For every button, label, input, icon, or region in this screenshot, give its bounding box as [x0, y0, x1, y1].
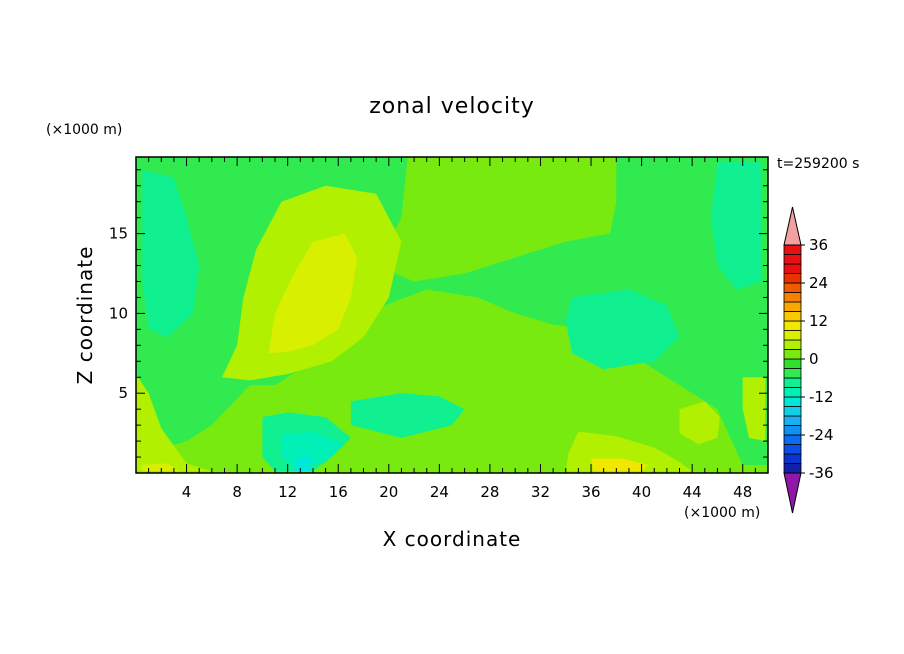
colorbar: 36 24 12 0 -12 -24 -36	[783, 206, 834, 514]
y-tick-label: 15	[109, 225, 128, 243]
x-tick-label: 44	[683, 483, 702, 501]
colorbar-swatch	[783, 339, 802, 350]
x-tick-label: 32	[531, 483, 550, 501]
contour-region-13	[679, 401, 720, 445]
x-tick-label: 24	[430, 483, 449, 501]
colorbar-swatch	[783, 453, 802, 464]
contour-region-4	[711, 161, 762, 290]
x-unit-label: (×1000 m)	[684, 505, 760, 521]
x-tick-label: 28	[480, 483, 499, 501]
colorbar-swatch	[783, 396, 802, 407]
contour-region-5	[565, 289, 680, 370]
colorbar-swatch	[783, 254, 802, 265]
colorbar-swatch	[783, 273, 802, 284]
colorbar-tick-label: 12	[809, 312, 828, 330]
chart-title: zonal velocity	[369, 94, 535, 119]
colorbar-swatch	[783, 444, 802, 455]
colorbar-tick-label: 36	[809, 236, 828, 254]
colorbar-swatch	[783, 311, 802, 322]
colorbar-swatch	[783, 463, 802, 474]
colorbar-under-triangle	[783, 472, 802, 514]
colorbar-swatch	[783, 415, 802, 426]
colorbar-swatch	[783, 406, 802, 417]
x-axis-label: X coordinate	[383, 527, 522, 551]
colorbar-tick-label: -12	[809, 388, 834, 406]
colorbar-swatch	[783, 330, 802, 341]
colorbar-swatch	[783, 244, 802, 255]
colorbar-swatch	[783, 368, 802, 379]
contour-region-17	[591, 458, 648, 472]
contour-region-9	[294, 455, 313, 472]
x-tick-label: 16	[329, 483, 348, 501]
colorbar-tick-label: -36	[809, 464, 834, 482]
colorbar-swatch	[783, 358, 802, 369]
colorbar-swatch	[783, 425, 802, 436]
colorbar-swatch	[783, 301, 802, 312]
colorbar-tick-label: 24	[809, 274, 828, 292]
contour-region-15	[268, 233, 358, 354]
colorbar-tick-label: -24	[809, 426, 834, 444]
x-tick-label: 20	[379, 483, 398, 501]
x-axis: 4 8 12 16 20 24 28 32 36 40 44 48	[148, 157, 756, 501]
colorbar-swatch	[783, 434, 802, 445]
colorbar-swatch	[783, 387, 802, 398]
colorbar-swatch	[783, 292, 802, 303]
x-tick-label: 4	[182, 483, 192, 501]
contour-region-16	[142, 463, 181, 472]
contour-region-6	[350, 393, 465, 438]
contour-region-3	[142, 169, 200, 338]
colorbar-swatch	[783, 377, 802, 388]
contour-region-8	[281, 431, 345, 467]
colorbar-tick-label: 0	[809, 350, 819, 368]
x-tick-label: 36	[581, 483, 600, 501]
x-tick-label: 40	[632, 483, 651, 501]
contour-field	[136, 157, 768, 473]
x-tick-label: 12	[278, 483, 297, 501]
y-axis-label: Z coordinate	[73, 246, 97, 385]
colorbar-swatch	[783, 349, 802, 360]
x-tick-label: 48	[733, 483, 752, 501]
y-axis: 5 10 15	[109, 169, 768, 458]
time-label: t=259200 s	[777, 156, 859, 172]
x-tick-label: 8	[232, 483, 242, 501]
colorbar-swatch	[783, 282, 802, 293]
y-tick-label: 5	[118, 384, 128, 402]
colorbar-over-triangle	[783, 206, 802, 246]
colorbar-swatch	[783, 320, 802, 331]
y-unit-label: (×1000 m)	[46, 122, 122, 138]
y-tick-label: 10	[109, 304, 128, 322]
contour-region-11	[136, 374, 212, 472]
colorbar-swatch	[783, 263, 802, 274]
